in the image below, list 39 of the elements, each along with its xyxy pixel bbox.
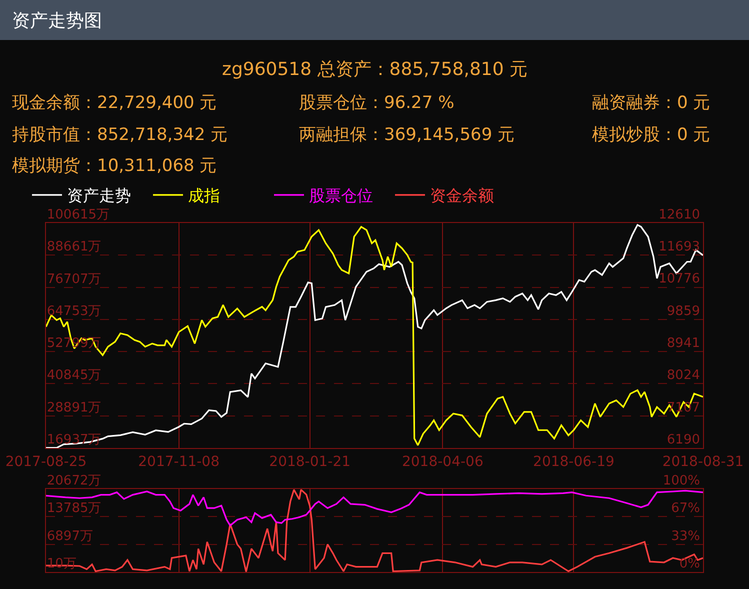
chart-subtitle: zg960518 总资产：885,758,810 元	[222, 59, 528, 80]
y2-tick-label: 12610	[658, 207, 700, 222]
legend-label: 资产走势	[67, 186, 131, 206]
text: 模拟炒股：0 元	[592, 125, 710, 145]
y-tick-label: 88661万	[46, 240, 102, 255]
y-tick-label: 40845万	[46, 368, 102, 384]
y2-tick-label: 11693	[658, 240, 700, 255]
legend-label: 股票仓位	[309, 186, 373, 206]
x-tick-label: 2017-11-08	[138, 454, 220, 470]
y2-tick-label: 0%	[679, 556, 700, 572]
text: 持股市值：852,718,342 元	[12, 125, 228, 145]
x-tick-label: 2018-08-31	[662, 454, 744, 470]
y-tick-label: 100615万	[46, 207, 110, 222]
y-tick-label: 6897万	[46, 528, 93, 544]
y2-tick-label: 6190	[666, 432, 700, 448]
y-tick-label: 13785万	[46, 501, 102, 516]
x-tick-label: 2018-01-21	[269, 454, 351, 470]
text: 现金余额：22,729,400 元	[12, 93, 217, 113]
y-tick-label: 20672万	[46, 473, 102, 488]
text: 股票仓位：96.27 %	[299, 93, 454, 113]
x-tick-label: 2018-06-19	[533, 454, 614, 470]
text: 融资融券：0 元	[592, 93, 710, 113]
y2-tick-label: 8941	[666, 336, 700, 352]
y-tick-label: 28891万	[46, 400, 102, 416]
chart-title: 资产走势图	[12, 10, 102, 32]
y2-tick-label: 67%	[671, 500, 700, 516]
y2-tick-label: 100%	[662, 473, 700, 488]
y-tick-label: 64753万	[46, 304, 102, 319]
text: 两融担保：369,145,569 元	[299, 125, 515, 145]
legend-label: 成指	[188, 186, 220, 206]
x-tick-label: 2018-04-06	[402, 454, 484, 470]
y2-tick-label: 10776	[658, 272, 700, 287]
x-tick-label: 2017-08-25	[5, 454, 87, 470]
y2-tick-label: 8024	[666, 368, 700, 384]
y-tick-label: 76707万	[46, 272, 102, 287]
legend-label: 资金余额	[430, 186, 494, 206]
text: 模拟期货：10,311,068 元	[12, 156, 217, 176]
y2-tick-label: 9859	[666, 304, 700, 319]
y2-tick-label: 33%	[671, 529, 700, 544]
